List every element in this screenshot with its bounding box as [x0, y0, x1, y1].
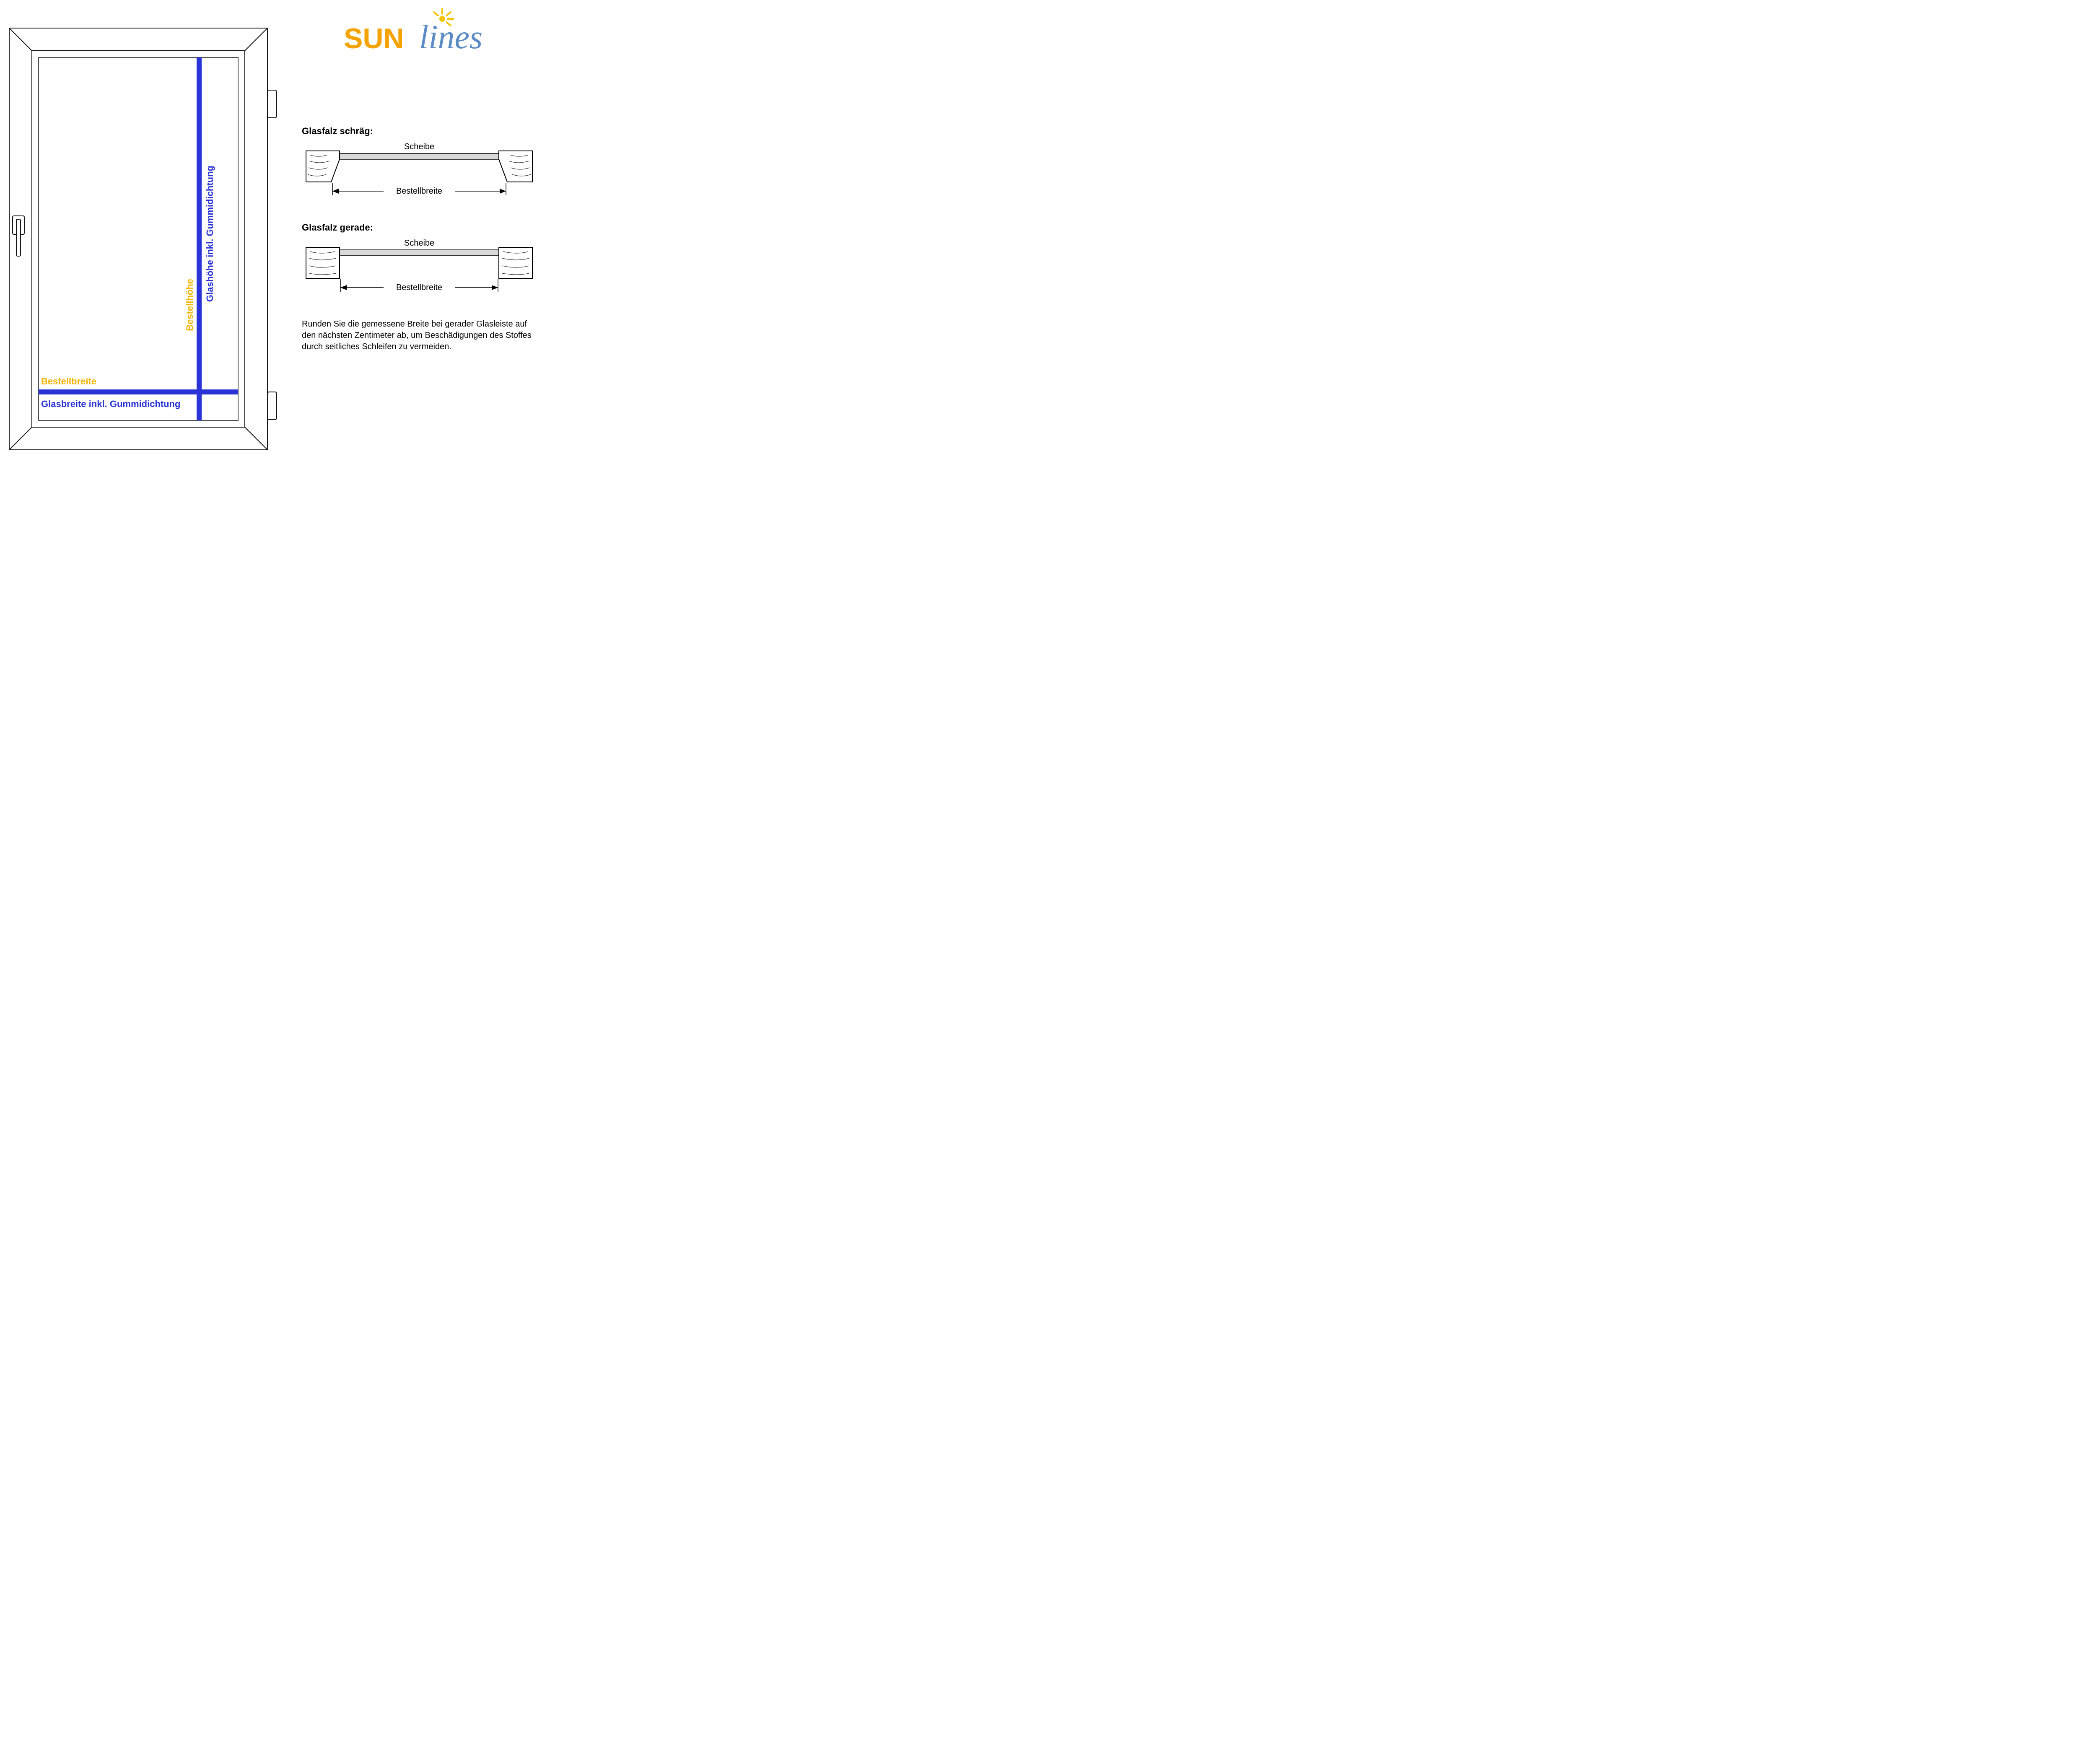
gerade-scheibe-label: Scheibe	[404, 239, 434, 248]
section-schraeg: Glasfalz schräg: Scheibe Bestellbreite	[302, 126, 537, 210]
label-glasbreite: Glasbreite inkl. Gummidichtung	[41, 399, 181, 410]
logo-sun-text: SUN	[344, 23, 404, 54]
schraeg-scheibe-label: Scheibe	[404, 142, 434, 151]
label-glashoehe: Glashöhe inkl. Gummidichtung	[205, 166, 215, 302]
section-gerade-svg: Scheibe Bestellbreite	[302, 233, 537, 304]
window-diagram: Bestellbreite Glasbreite inkl. Gummidich…	[8, 27, 285, 457]
diagram-canvas: SUN lines	[0, 0, 629, 461]
note-paragraph: Runden Sie die gemessene Breite bei gera…	[302, 319, 541, 353]
logo-block: SUN lines	[344, 6, 545, 63]
section-gerade: Glasfalz gerade: Scheibe Bestellbreite	[302, 222, 537, 306]
hinge-top	[267, 90, 277, 118]
label-bestellhoehe: Bestellhöhe	[184, 279, 195, 331]
hinge-bottom	[267, 392, 277, 420]
section-gerade-title: Glasfalz gerade:	[302, 222, 537, 233]
section-schraeg-title: Glasfalz schräg:	[302, 126, 537, 137]
label-bestellbreite: Bestellbreite	[41, 376, 96, 387]
section-schraeg-svg: Scheibe Bestellbreite	[302, 137, 537, 208]
window-svg	[8, 27, 285, 455]
schraeg-bestellbreite-label: Bestellbreite	[396, 187, 442, 196]
logo-lines-text: lines	[419, 19, 482, 56]
gerade-bestellbreite-label: Bestellbreite	[396, 283, 442, 292]
logo-svg: SUN lines	[344, 6, 545, 61]
